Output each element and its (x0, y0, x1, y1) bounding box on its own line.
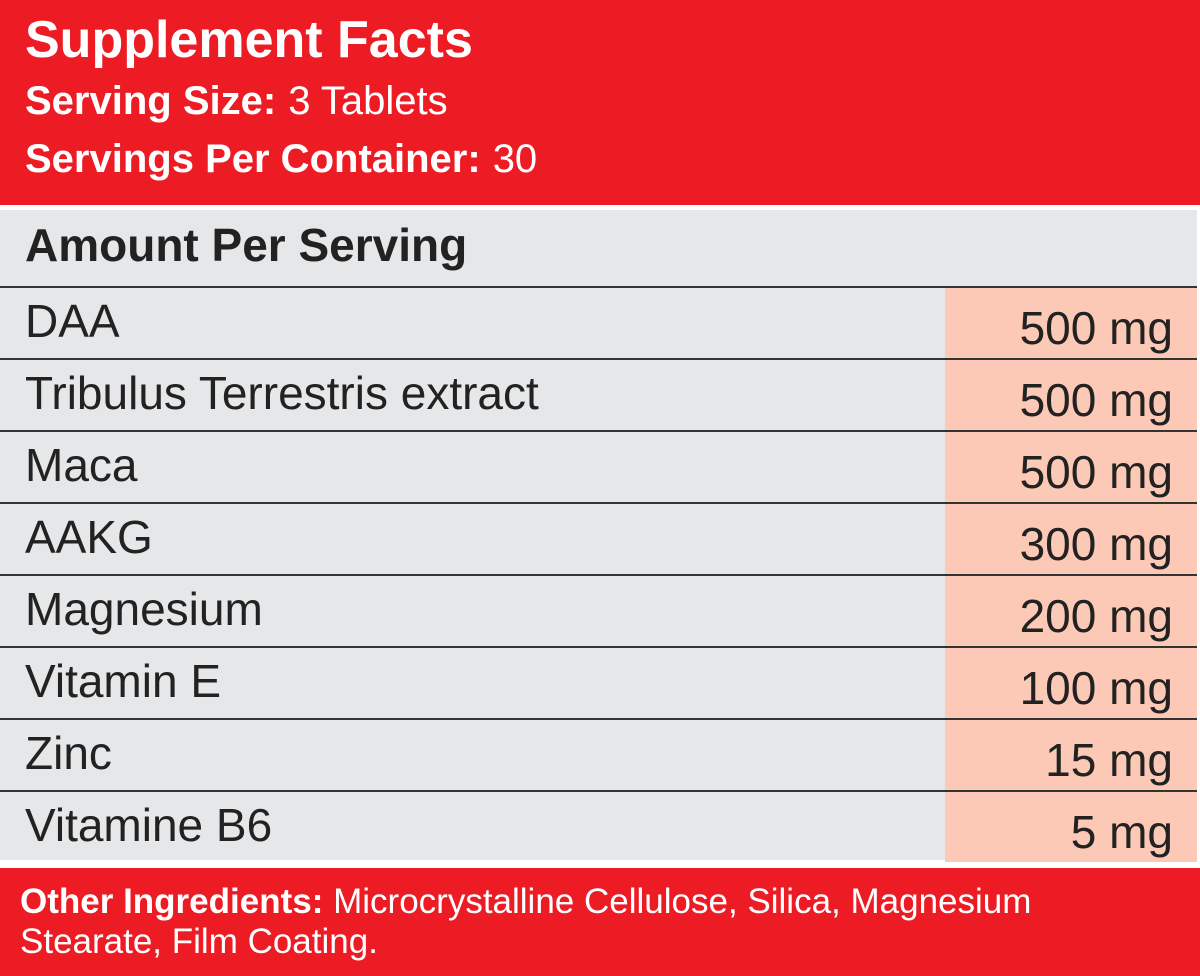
table-row: DAA 500 mg (0, 288, 1197, 360)
label: Other Ingredients: (20, 882, 324, 921)
amount: 5 mg (945, 792, 1197, 862)
title: Supplement Facts (25, 11, 473, 69)
serving-size: Serving Size: 3 Tablets (25, 72, 1200, 130)
ingredient: AAKG (25, 511, 153, 563)
amount: 100 mg (945, 648, 1197, 718)
table-row: Zinc 15 mg (0, 720, 1197, 792)
value: 3 Tablets (288, 79, 448, 123)
amount: 200 mg (945, 576, 1197, 646)
header: Supplement Facts Serving Size: 3 Tablets … (0, 0, 1200, 205)
ingredient: DAA (25, 295, 120, 347)
ingredient: Vitamine B6 (25, 799, 273, 851)
label: Serving Size: (25, 79, 277, 123)
ingredient: Magnesium (25, 583, 263, 635)
ingredients: Microcrystalline Cellulose, Silica, Magn… (20, 882, 1032, 961)
amount: 500 mg (945, 432, 1197, 502)
ingredient: Vitamin E (25, 655, 222, 707)
table-heading: Amount Per Serving (0, 210, 1197, 288)
label: Servings Per Container: (25, 137, 481, 181)
amount: 15 mg (945, 720, 1197, 790)
amount: 500 mg (945, 288, 1197, 358)
value: 30 (492, 137, 538, 181)
table-row: Vitamin E 100 mg (0, 648, 1197, 720)
table-row: Tribulus Terrestris extract 500 mg (0, 360, 1197, 432)
table-row: Magnesium 200 mg (0, 576, 1197, 648)
table-row: Maca 500 mg (0, 432, 1197, 504)
table-row: Vitamine B6 5 mg (0, 792, 1197, 862)
facts-table: Amount Per Serving DAA 500 mg Tribulus Ter… (0, 210, 1197, 862)
servings: Servings Per Container: 30 (25, 130, 1200, 188)
footer: Other Ingredients: Microcrystalline Cell… (0, 868, 1200, 976)
ingredient: Tribulus Terrestris extract (25, 367, 539, 419)
amount: 500 mg (945, 360, 1197, 430)
table-row: AAKG 300 mg (0, 504, 1197, 576)
ingredient: Maca (25, 439, 138, 491)
amount: 300 mg (945, 504, 1197, 574)
ingredient: Zinc (25, 727, 112, 779)
